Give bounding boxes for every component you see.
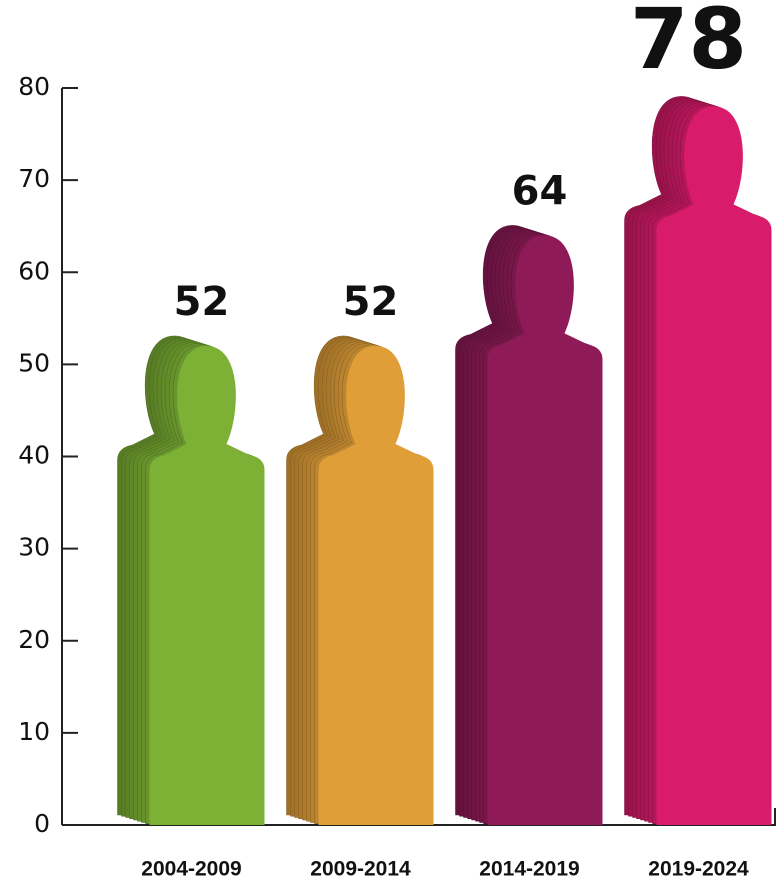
y-tick-label: 10 <box>18 717 50 746</box>
y-tick-label: 20 <box>18 625 50 654</box>
value-label: 52 <box>343 279 399 325</box>
y-tick-label: 30 <box>18 533 50 562</box>
bar <box>149 345 265 825</box>
x-tick-label: 2019-2024 <box>648 858 749 881</box>
bar <box>318 345 434 825</box>
value-label: 64 <box>512 168 568 214</box>
y-tick-label: 80 <box>18 72 50 101</box>
x-tick-label: 2009-2014 <box>310 858 411 881</box>
y-tick-label: 0 <box>34 809 50 838</box>
x-tick-label: 2004-2009 <box>141 858 241 881</box>
y-tick-label: 60 <box>18 256 50 285</box>
value-label: 78 <box>630 0 747 88</box>
bar <box>487 235 603 825</box>
y-tick-label: 40 <box>18 441 50 470</box>
y-tick-label: 50 <box>18 348 50 377</box>
x-tick-label: 2014-2019 <box>479 858 579 881</box>
bar <box>656 106 772 826</box>
value-label: 52 <box>174 279 230 325</box>
y-tick-label: 70 <box>18 164 50 193</box>
